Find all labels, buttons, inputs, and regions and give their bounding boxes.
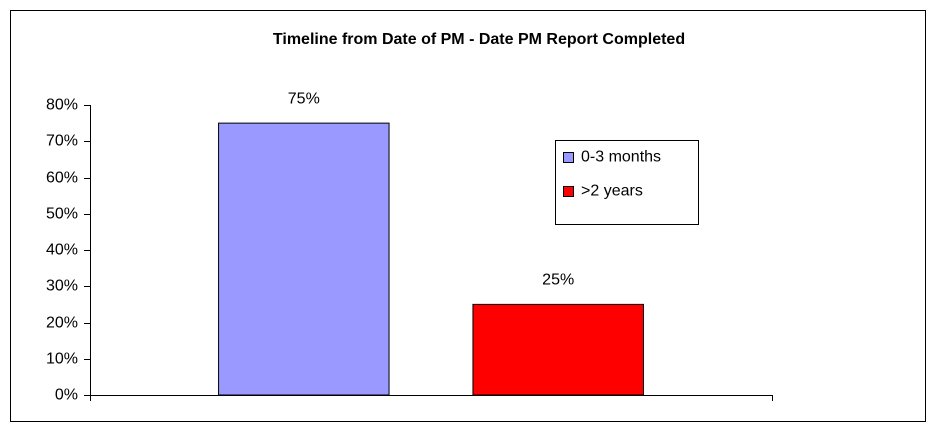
legend-swatch [563,152,574,163]
bar [218,122,390,396]
bar [472,303,644,396]
y-tick-label: 50% [46,206,78,223]
value-label: 25% [542,272,574,289]
y-tick-label: 10% [46,351,78,368]
legend-label: 0-3 months [581,149,661,166]
legend-swatch [563,186,574,197]
value-label: 75% [288,90,320,107]
y-tick-label: 0% [55,387,78,404]
y-tick-label: 60% [46,170,78,187]
y-tick-label: 40% [46,242,78,259]
chart-border [10,10,926,422]
legend-box [555,140,699,225]
y-tick-label: 80% [46,97,78,114]
legend-label: >2 years [581,183,643,200]
y-tick-label: 30% [46,278,78,295]
chart-title: Timeline from Date of PM - Date PM Repor… [273,31,685,48]
y-tick-label: 70% [46,133,78,150]
y-tick-label: 20% [46,315,78,332]
